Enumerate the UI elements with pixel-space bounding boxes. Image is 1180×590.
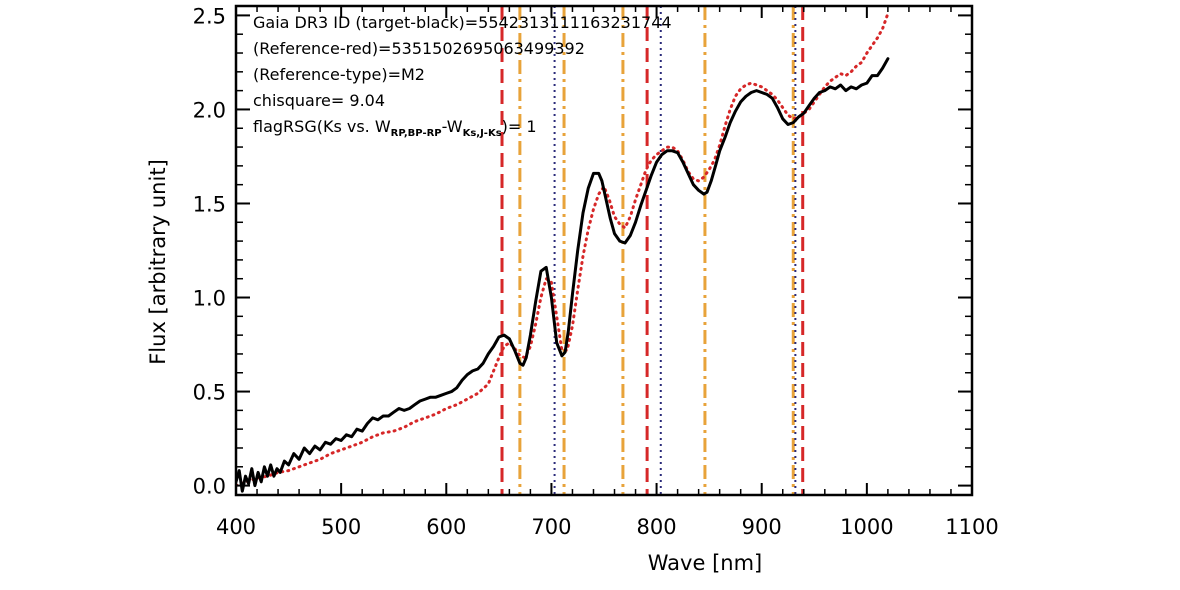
x-tick-label: 900 [742, 515, 782, 539]
x-axis-title: Wave [nm] [648, 551, 762, 575]
y-tick-label: 1.5 [193, 192, 226, 216]
series-line-target [236, 57, 890, 493]
x-tick-label: 700 [531, 515, 571, 539]
annotation-reference-red: (Reference-red)=5351502695063499392 [253, 39, 585, 58]
axis-ticks [235, 6, 973, 495]
plot-frame [234, 4, 974, 497]
series-layer [236, 12, 890, 493]
x-tick-label: 1000 [840, 515, 893, 539]
x-tick-labels: 400 500 600 700 800 900 1000 1100 [216, 515, 999, 539]
x-tick-label: 400 [216, 515, 256, 539]
y-tick-label: 2.0 [193, 98, 226, 122]
y-tick-label: 2.5 [193, 4, 226, 28]
x-tick-label: 500 [321, 515, 361, 539]
annotation-block: Gaia DR3 ID (target-black)=5542313111163… [253, 13, 672, 139]
x-tick-label: 800 [637, 515, 677, 539]
y-tick-label: 0.0 [193, 475, 226, 499]
annotation-gaia-id: Gaia DR3 ID (target-black)=5542313111163… [253, 13, 672, 32]
y-axis-title: Flux [arbitrary unit] [146, 159, 170, 365]
series-line-reference [236, 12, 890, 488]
y-tick-labels: 0.0 0.5 1.0 1.5 2.0 2.5 [193, 4, 226, 498]
annotation-flag-rsg: flagRSG(Ks vs. WRP,BP-RP-WKs,J-Ks)= 1 [253, 117, 537, 139]
y-tick-label: 0.5 [193, 381, 226, 405]
x-tick-label: 1100 [945, 515, 998, 539]
annotation-chisquare: chisquare= 9.04 [253, 91, 385, 110]
annotation-reference-type: (Reference-type)=M2 [253, 65, 425, 84]
x-tick-label: 600 [426, 515, 466, 539]
y-tick-label: 1.0 [193, 287, 226, 311]
vertical-lines [500, 6, 805, 495]
